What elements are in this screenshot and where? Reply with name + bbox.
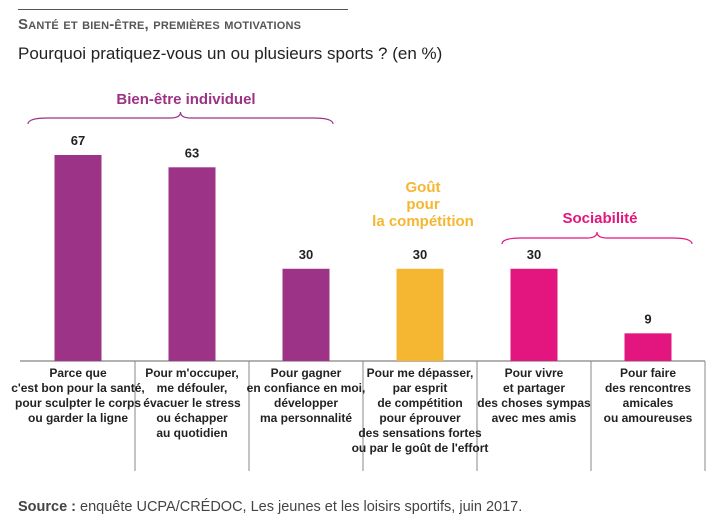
bar [168,167,216,361]
bar [54,155,102,361]
category-label-line: ou amoureuses [604,411,693,425]
group-label-line: Goût [406,179,441,196]
bar [510,268,558,361]
category-label-line: pour sculpter le corps [15,396,141,410]
bar-value-label: 67 [71,133,85,148]
category-label: Pour gagner en confiance en moi, développe… [247,366,366,425]
category-label-line: des sensations fortes [358,426,482,440]
source-label: Source : [18,499,77,515]
category-label-line: par esprit [393,381,448,395]
category-label-line: me défouler, [157,381,228,395]
category-label: Pour vivre et partager des choses sympas av… [477,366,591,425]
group-label: Bien-être individuel [116,91,255,108]
chart-heading: Santé et bien-être, premières motivation… [18,16,302,33]
category-label-line: amicales [623,396,674,410]
category-label: Pour me dépasser, par esprit de compétitio… [352,366,489,455]
bar-value-label: 30 [527,247,541,262]
category-label-line: ma personnalité [260,411,352,425]
category-label-line: ou par le goût de l'effort [352,441,489,455]
category-label-line: et partager [503,381,565,395]
category-label-line: Parce que [49,366,107,380]
group-brace [501,231,693,245]
category-label-line: ou échapper [156,411,228,425]
category-label-line: c'est bon pour la santé, [11,381,145,395]
category-label-line: Pour m'occuper, [145,366,239,380]
category-label-line: évacuer le stress [143,396,241,410]
bar-value-label: 9 [644,311,651,326]
top-rule [18,9,348,10]
source-note: Source : enquête UCPA/CRÉDOC, Les jeunes… [18,499,522,515]
group-brace [27,111,334,125]
bar [624,333,672,361]
category-label-line: Pour vivre [505,366,564,380]
category-label-line: avec mes amis [492,411,577,425]
category-label-line: Pour gagner [271,366,342,380]
group-label-line: la compétition [372,213,474,230]
group-label: Goût pour la compétition [372,179,474,230]
category-label-line: de compétition [377,396,462,410]
category-label-line: en confiance en moi, [247,381,366,395]
group-label-line: pour [406,196,439,213]
category-label: Pour faire des rencontres amicales ou amour… [604,366,693,425]
bar-value-label: 30 [413,247,427,262]
category-label-line: pour éprouver [379,411,461,425]
bar-value-label: 63 [185,145,199,160]
category-label-line: ou garder la ligne [28,411,128,425]
source-text: enquête UCPA/CRÉDOC, Les jeunes et les l… [76,499,523,515]
category-label-line: des choses sympas [477,396,591,410]
category-label: Parce que c'est bon pour la santé, pour sc… [11,366,145,425]
group-label: Sociabilité [562,210,637,227]
category-label-line: Pour me dépasser, [367,366,474,380]
bar [282,268,330,361]
category-label-line: développer [274,396,338,410]
chart-subtitle: Pourquoi pratiquez-vous un ou plusieurs … [18,44,443,63]
category-label-line: Pour faire [620,366,676,380]
category-label-line: des rencontres [605,381,691,395]
category-label-line: au quotidien [156,426,227,440]
bar [396,268,444,361]
category-label: Pour m'occuper, me défouler, évacuer le st… [143,366,241,440]
bar-value-label: 30 [299,247,313,262]
